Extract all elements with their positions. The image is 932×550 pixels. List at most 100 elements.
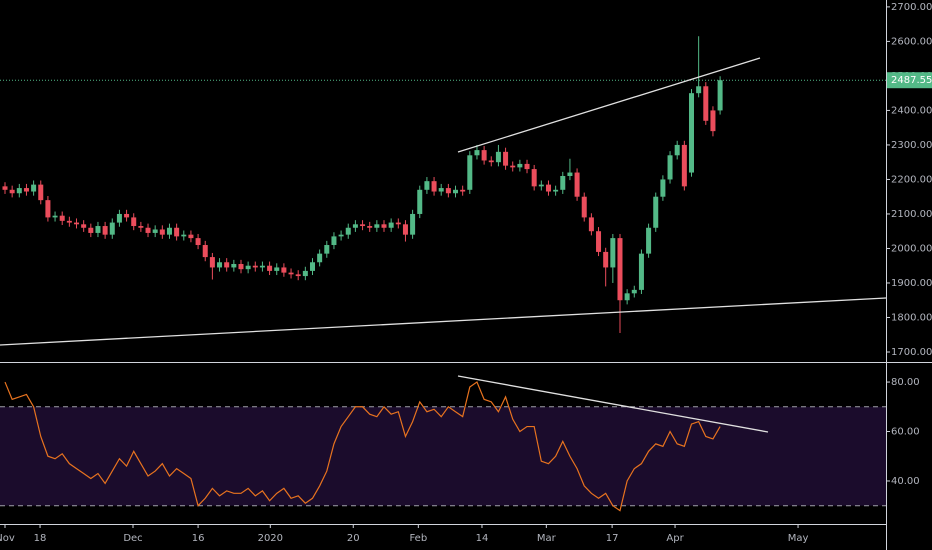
candle-body	[31, 184, 37, 192]
y-tick-label: 2600.00	[891, 36, 932, 47]
candle-body	[646, 227, 652, 254]
candle-body	[23, 188, 29, 192]
candle-body	[517, 163, 523, 168]
candle-body	[38, 184, 44, 201]
candle-body	[174, 227, 180, 237]
candle-body	[467, 155, 473, 190]
candle-body	[631, 289, 637, 294]
y-tick-label: 1800.00	[891, 312, 932, 323]
candle-body	[524, 163, 530, 170]
x-tick-label: Dec	[123, 533, 142, 544]
candle-body	[45, 200, 51, 218]
candle-body	[438, 188, 444, 192]
y-tick-label: 60.00	[891, 427, 920, 438]
candle-body	[238, 263, 244, 270]
candle-body	[231, 263, 237, 268]
candle-body	[195, 238, 201, 246]
candle-body	[209, 257, 215, 268]
candle-body	[488, 160, 494, 163]
candle-body	[638, 253, 644, 290]
candle-body	[581, 196, 587, 218]
candle-body	[660, 179, 666, 197]
y-tick-label: 40.00	[891, 476, 920, 487]
candle-body	[653, 196, 659, 228]
y-tick-label: 1900.00	[891, 278, 932, 289]
candle-body	[166, 227, 172, 235]
candle-body	[560, 175, 566, 190]
candle-body	[102, 226, 108, 235]
candle-body	[717, 80, 723, 111]
candle-body	[52, 215, 58, 218]
candle-body	[81, 224, 87, 228]
candle-body	[374, 224, 380, 228]
candle-body	[88, 227, 94, 233]
candle-body	[338, 234, 344, 237]
candle-body	[252, 265, 258, 268]
candle-body	[116, 213, 122, 223]
candle-body	[331, 236, 337, 246]
candle-body	[474, 150, 480, 156]
x-tick-label: 18	[34, 533, 47, 544]
x-tick-label: Nov	[0, 533, 15, 544]
candle-body	[667, 155, 673, 180]
candle-body	[545, 184, 551, 192]
candle-body	[124, 213, 130, 218]
y-tick-label: 80.00	[891, 377, 920, 388]
candle-body	[610, 238, 616, 268]
candle-body	[345, 227, 351, 235]
candle-body	[145, 227, 151, 233]
trend-line	[0, 297, 887, 346]
candle-body	[245, 265, 251, 270]
candle-body	[309, 262, 315, 271]
candle-body	[74, 222, 80, 225]
y-tick-label: 1700.00	[891, 347, 932, 358]
candle-body	[603, 251, 609, 268]
candle-body	[588, 217, 594, 232]
x-tick-label: 16	[192, 533, 205, 544]
candle-body	[381, 224, 387, 228]
candle-body	[567, 172, 573, 176]
candle-body	[295, 274, 301, 277]
price-pane	[0, 36, 886, 334]
y-tick-label: 2700.00	[891, 2, 932, 13]
candle-body	[703, 86, 709, 121]
candle-body	[688, 93, 694, 173]
candle-body	[696, 86, 702, 94]
candle-body	[281, 267, 287, 273]
candle-body	[710, 110, 716, 132]
candle-body	[402, 224, 408, 235]
candle-body	[395, 222, 401, 225]
x-tick-label: 20	[347, 533, 360, 544]
y-tick-label: 2000.00	[891, 243, 932, 254]
candle-body	[445, 188, 451, 194]
candle-body	[424, 181, 430, 190]
candle-body	[109, 222, 115, 235]
candle-body	[138, 226, 144, 228]
candle-body	[674, 144, 680, 156]
trend-line	[457, 375, 769, 433]
candle-body	[596, 231, 602, 252]
x-tick-label: Mar	[537, 533, 557, 544]
candle-body	[188, 234, 194, 239]
candle-body	[453, 189, 459, 194]
candle-body	[510, 165, 516, 168]
candle-body	[317, 253, 323, 263]
candle-body	[574, 172, 580, 197]
last-price-box	[887, 72, 932, 89]
candle-body	[352, 224, 358, 228]
candle-body	[274, 267, 280, 271]
y-tick-label: 2300.00	[891, 140, 932, 151]
candle-body	[159, 229, 165, 235]
rsi-pane	[0, 381, 886, 512]
candle-body	[460, 189, 466, 192]
candle-body	[538, 184, 544, 187]
candle-body	[495, 151, 501, 163]
candle-body	[259, 265, 265, 268]
x-tick-label: Apr	[666, 533, 684, 544]
candle-body	[624, 293, 630, 301]
candle-body	[66, 220, 72, 223]
rsi-band	[0, 406, 886, 506]
candle-body	[617, 238, 623, 301]
candle-body	[95, 226, 101, 233]
